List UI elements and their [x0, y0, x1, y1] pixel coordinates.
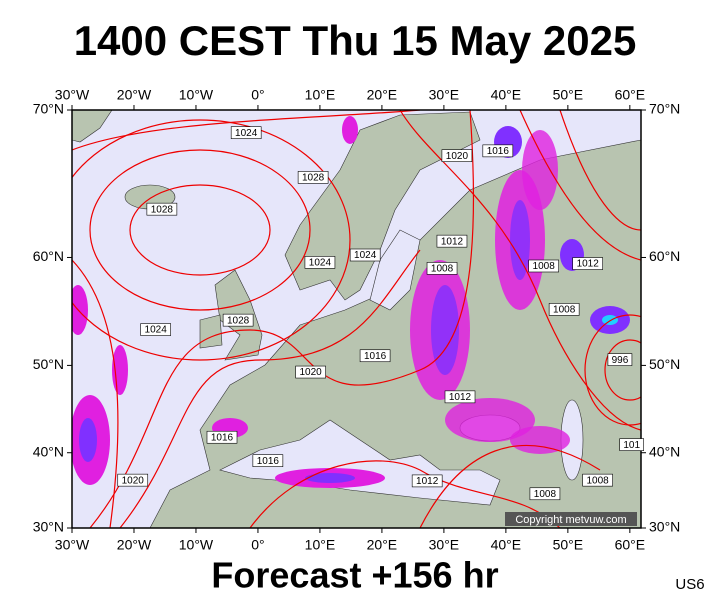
model-label: US6: [675, 576, 704, 593]
isobar-label: 1016: [364, 351, 387, 362]
lon-label-bottom: 40°E: [491, 537, 522, 553]
lon-label-bottom: 10°W: [179, 537, 214, 553]
lon-label-top: 60°E: [615, 87, 646, 103]
isobar-label-box: [222, 313, 254, 327]
isobar-label-box: [295, 365, 326, 379]
isobar-label-box: [441, 149, 473, 162]
lon-label-top: 50°E: [553, 87, 584, 103]
lon-label-bottom: 10°E: [305, 537, 336, 553]
lon-label-bottom: 20°E: [367, 537, 398, 553]
lon-label-bottom: 0°: [251, 537, 264, 553]
lat-label-right: 30°N: [649, 519, 680, 535]
isobar-label-box: [411, 474, 443, 488]
lon-label-top: 30°W: [55, 87, 90, 103]
lon-label-bottom: 20°W: [117, 537, 152, 553]
isobar-label-box: [582, 473, 613, 487]
lon-label-bottom: 30°E: [429, 537, 460, 553]
isobar-label: 1008: [431, 264, 454, 275]
precipitation: [72, 116, 630, 488]
title: 1400 CEST Thu 15 May 2025: [74, 17, 637, 64]
isobar-label: 1012: [441, 236, 464, 247]
isobar-label-box: [349, 248, 381, 262]
copyright: Copyright metvuw.com: [515, 514, 626, 526]
isobar-label: 1008: [586, 475, 609, 486]
map-labels: 30°W 30°W 20°W 20°W 10°W 10°W 0° 0° 10°E 10°E 20°E…: [33, 87, 681, 553]
lon-label-top: 10°W: [179, 87, 214, 103]
isobar-label: 1016: [487, 146, 510, 157]
lat-label-right: 60°N: [649, 248, 680, 264]
lon-label-top: 30°E: [429, 87, 460, 103]
lon-label-bottom: 30°W: [55, 537, 90, 553]
isobar-label-box: [619, 438, 645, 451]
lat-label-right: 40°N: [649, 443, 680, 459]
isobar-label: 1024: [145, 325, 168, 336]
isobar-label: 1012: [577, 259, 600, 270]
lat-label-left: 70°N: [33, 101, 64, 117]
isobar-label: 1020: [122, 475, 145, 486]
isobars: [72, 110, 641, 528]
isobar-label-box: [444, 390, 476, 404]
forecast-label: Forecast +156 hr: [211, 555, 498, 596]
isobar-label: 1028: [302, 173, 325, 184]
isobar-label-box: [436, 234, 468, 248]
isobar-label-box: [572, 257, 603, 270]
lat-label-left: 40°N: [33, 443, 64, 459]
lon-label-top: 0°: [251, 87, 264, 103]
map-area: [72, 110, 641, 528]
isobar-label: 1012: [416, 476, 439, 487]
isobar-label-box: [146, 202, 178, 216]
isobar-label: 1024: [354, 250, 377, 261]
isobar-label: 1024: [235, 128, 258, 139]
isobar-label: 1024: [309, 258, 332, 269]
lon-label-bottom: 60°E: [615, 537, 646, 553]
map-frame: [71, 109, 642, 529]
lat-label-right: 50°N: [649, 356, 680, 372]
isobar-label: 1012: [449, 392, 472, 403]
lon-label-top: 40°E: [491, 87, 522, 103]
isobar-label: 1008: [534, 489, 557, 500]
isobar-label-box: [528, 259, 559, 273]
isobar-label-box: [297, 171, 329, 184]
isobar-label: 1016: [211, 432, 234, 443]
isobar-label-box: [230, 126, 262, 139]
lon-label-top: 20°E: [367, 87, 398, 103]
copyright-box: [505, 512, 637, 526]
isobar-label: 1028: [151, 204, 174, 215]
lat-label-left: 60°N: [33, 248, 64, 264]
isobar-label: 996: [612, 355, 629, 366]
isobar-label-box: [206, 430, 238, 444]
isobar-label-box: [548, 303, 580, 316]
isobar-label: 1028: [227, 315, 250, 326]
isobar-label-box: [304, 256, 336, 269]
isobar-label-box: [607, 353, 633, 366]
isobar-label: 1008: [553, 305, 576, 316]
isobar-label: 1016: [257, 456, 280, 467]
isobar-label-box: [529, 487, 561, 501]
isobar-label-box: [482, 144, 514, 158]
isobar-label: 101: [623, 440, 640, 451]
isobar-label-box: [426, 262, 458, 275]
isobar-label-box: [117, 473, 149, 487]
lat-label-left: 30°N: [33, 519, 64, 535]
isobar-label: 1020: [446, 151, 469, 162]
lat-label-left: 50°N: [33, 356, 64, 372]
lon-label-top: 10°E: [305, 87, 336, 103]
lon-label-bottom: 50°E: [553, 537, 584, 553]
lat-label-right: 70°N: [649, 101, 680, 117]
isobar-label: 1020: [300, 367, 323, 378]
isobar-label-box: [252, 454, 284, 467]
lon-label-top: 20°W: [117, 87, 152, 103]
isobar-label-box: [359, 349, 391, 363]
isobar-label: 1008: [533, 261, 556, 272]
isobar-label-box: [140, 323, 171, 336]
